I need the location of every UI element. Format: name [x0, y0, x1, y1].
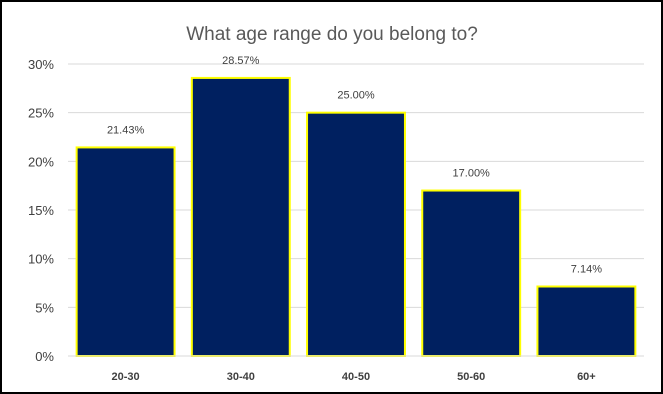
- data-label: 21.43%: [107, 124, 145, 136]
- bar-30-40: [190, 76, 291, 357]
- y-tick-label: 10%: [28, 252, 54, 267]
- bar-20-30: [75, 146, 176, 357]
- y-axis-ticks: 0% 5% 10% 15% 20% 25% 30%: [28, 57, 54, 364]
- data-labels: 21.43% 28.57% 25.00% 17.00% 7.14%: [107, 55, 602, 276]
- bar-50-60: [421, 189, 522, 357]
- x-tick-label: 20-30: [112, 371, 140, 383]
- bars: [75, 76, 637, 357]
- x-tick-label: 50-60: [457, 371, 485, 383]
- y-tick-label: 25%: [28, 106, 54, 121]
- y-tick-label: 5%: [35, 300, 54, 315]
- data-label: 25.00%: [337, 90, 375, 102]
- y-tick-label: 20%: [28, 154, 54, 169]
- y-tick-label: 30%: [28, 57, 54, 72]
- x-axis-ticks: 20-30 30-40 40-50 50-60 60+: [112, 371, 596, 383]
- y-tick-label: 15%: [28, 203, 54, 218]
- data-label: 17.00%: [453, 168, 491, 180]
- bar-60+: [536, 285, 637, 357]
- x-tick-label: 60+: [577, 371, 596, 383]
- data-label: 7.14%: [571, 264, 602, 276]
- y-tick-label: 0%: [35, 349, 54, 364]
- bar-40-50: [306, 111, 406, 357]
- data-label: 28.57%: [222, 55, 260, 67]
- chart-title: What age range do you belong to?: [186, 24, 478, 45]
- x-tick-label: 30-40: [227, 371, 255, 383]
- x-tick-label: 40-50: [342, 371, 370, 383]
